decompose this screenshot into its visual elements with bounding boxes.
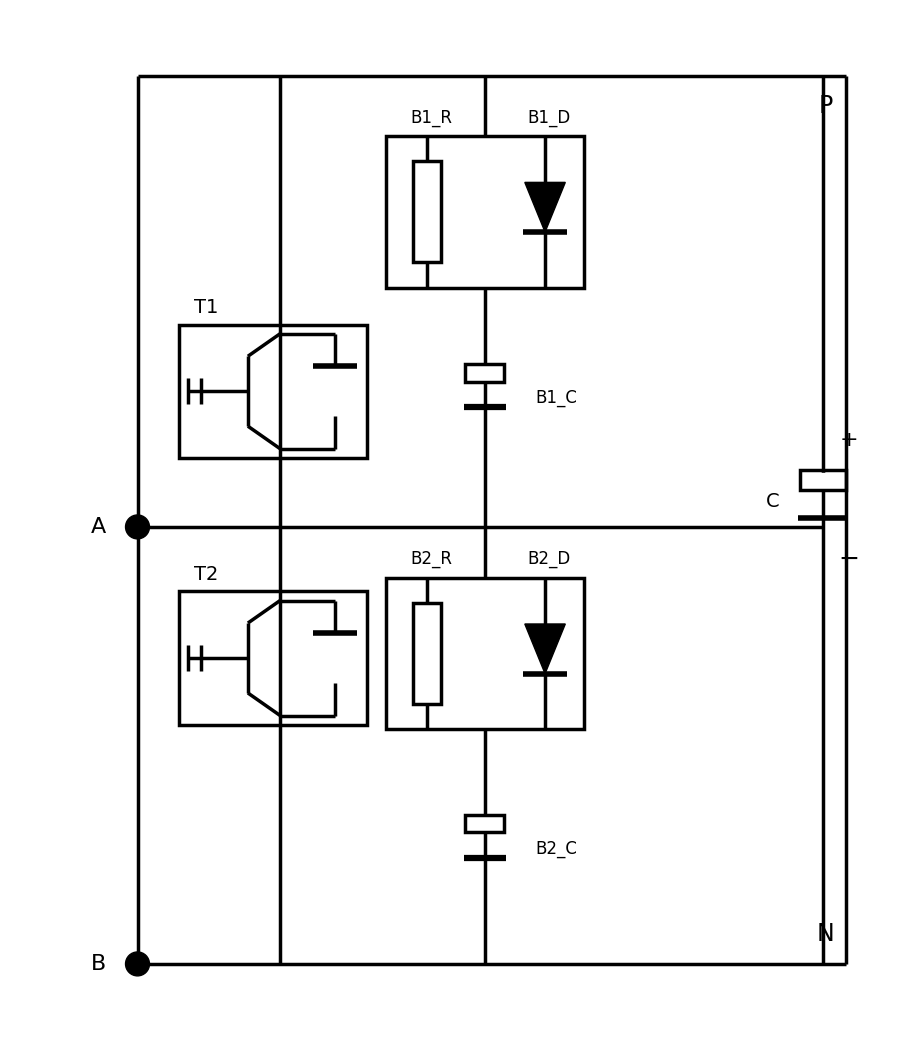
Polygon shape [525,624,565,673]
Bar [413,603,441,704]
Text: B1_C: B1_C [535,389,577,407]
Bar [800,470,846,490]
Bar [466,815,504,832]
Bar [179,324,368,458]
Circle shape [126,515,149,539]
Bar [386,136,583,287]
Text: T2: T2 [195,565,218,584]
Text: A: A [91,517,106,537]
Text: P: P [818,94,833,118]
Polygon shape [257,695,280,715]
Text: N: N [817,923,834,947]
Bar [179,591,368,725]
Text: −: − [838,547,859,571]
Bar [413,161,441,262]
Polygon shape [315,633,356,683]
Text: B1_D: B1_D [527,108,571,126]
Text: +: + [839,429,858,449]
Polygon shape [257,428,280,449]
Text: B: B [91,954,106,974]
Text: C: C [765,492,779,511]
Text: B1_R: B1_R [410,108,452,126]
Bar [466,364,504,382]
Polygon shape [315,366,356,416]
Text: B2_D: B2_D [527,550,571,568]
Circle shape [126,952,149,976]
Text: B2_C: B2_C [535,839,577,858]
Bar [386,578,583,729]
Text: T1: T1 [195,299,218,318]
Polygon shape [525,182,565,232]
Text: B2_R: B2_R [410,550,452,568]
